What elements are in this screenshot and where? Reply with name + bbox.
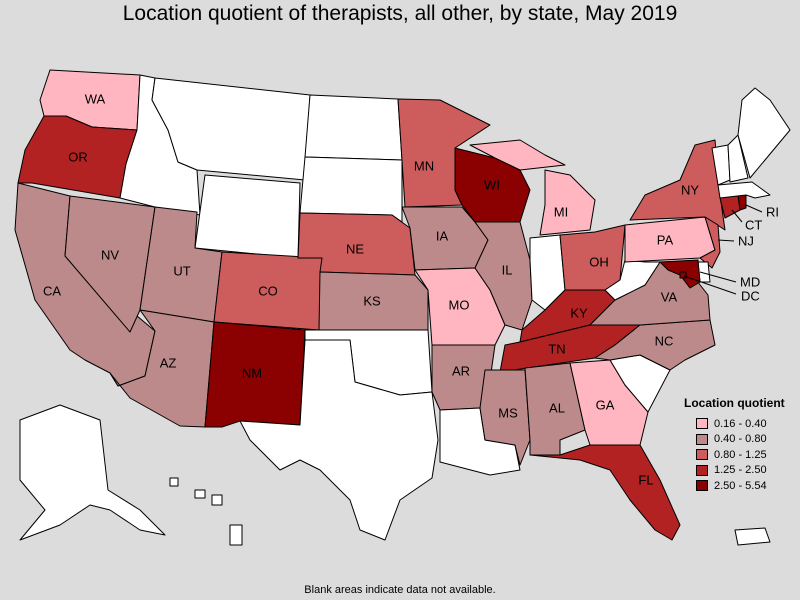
legend-label: 0.40 - 0.80: [714, 433, 767, 446]
state-label-co: CO: [258, 283, 278, 298]
state-label-fl: FL: [638, 472, 653, 487]
state-label-ms: MS: [498, 405, 518, 420]
state-nh: [727, 134, 749, 183]
legend-item: 0.80 - 1.25: [684, 447, 794, 463]
state-nc: [594, 319, 716, 371]
state-label-va: VA: [661, 289, 678, 304]
state-sd: [299, 156, 403, 223]
state-label-ne: NE: [346, 241, 364, 256]
map-title: Location quotient of therapists, all oth…: [122, 2, 678, 25]
state-il: [474, 221, 533, 331]
state-label-ky: KY: [570, 305, 588, 320]
state-label-nj: NJ: [738, 233, 754, 248]
state-label-ca: CA: [43, 283, 61, 298]
state-ma: [717, 181, 771, 199]
legend-item: 0.16 - 0.40: [684, 416, 794, 432]
legend-swatch: [696, 418, 708, 430]
legend-title: Location quotient: [684, 396, 785, 410]
state-nd: [304, 94, 403, 161]
state-ri: [737, 194, 747, 211]
state-label-nm: NM: [242, 365, 262, 380]
state-ak: [19, 404, 166, 541]
leader-line-ct: [731, 209, 743, 223]
state-wy: [194, 174, 301, 259]
state-label-ia: IA: [436, 228, 449, 243]
legend-label: 0.16 - 0.40: [714, 417, 767, 430]
state-label-mo: MO: [449, 297, 470, 312]
leader-line-ri: [745, 204, 763, 213]
state-tx: [239, 339, 439, 541]
state-hi: [169, 477, 243, 546]
leader-line-md: [699, 271, 737, 283]
legend-swatch: [696, 449, 708, 461]
state-label-or: OR: [68, 149, 88, 164]
state-label-md: MD: [740, 274, 760, 289]
state-label-az: AZ: [160, 355, 177, 370]
footnote: Blank areas indicate data not available.: [304, 584, 496, 596]
legend-label: 2.50 - 5.54: [714, 479, 767, 492]
state-label-ct: CT: [745, 217, 762, 232]
state-label-tn: TN: [548, 341, 565, 356]
legend-label: 0.80 - 1.25: [714, 448, 767, 461]
state-label-al: AL: [549, 400, 565, 415]
state-label-nv: NV: [101, 247, 119, 262]
state-label-ar: AR: [452, 363, 470, 378]
state-me: [737, 87, 791, 179]
state-label-wi: WI: [484, 177, 500, 192]
state-label-dc: DC: [741, 288, 760, 303]
state-fl: [529, 444, 681, 541]
leader-line-dc: [683, 275, 737, 295]
legend-item: 0.40 - 0.80: [684, 432, 794, 448]
state-label-ny: NY: [681, 182, 699, 197]
state-label-il: IL: [502, 262, 513, 277]
state-ny: [629, 139, 726, 231]
state-wv: [604, 259, 661, 301]
state-label-nc: NC: [655, 333, 674, 348]
legend-label: 1.25 - 2.50: [714, 464, 767, 477]
state-label-ga: GA: [596, 397, 615, 412]
state-label-pa: PA: [657, 232, 674, 247]
map-legend: Location quotient 0.16 - 0.40 0.40 - 0.80…: [684, 396, 794, 494]
state-label-mn: MN: [414, 158, 434, 173]
state-label-mi: MI: [554, 204, 568, 219]
state-pr: [734, 527, 771, 546]
legend-item: 2.50 - 5.54: [684, 478, 794, 494]
legend-swatch: [696, 480, 708, 492]
state-mi: [469, 139, 596, 236]
state-label-ut: UT: [173, 263, 190, 278]
legend-swatch: [696, 464, 708, 476]
leader-line-nj: [717, 239, 735, 242]
legend-item: 1.25 - 2.50: [684, 463, 794, 479]
state-label-wa: WA: [85, 91, 106, 106]
legend-swatch: [696, 433, 708, 445]
state-label-ks: KS: [363, 293, 381, 308]
state-nv: [64, 195, 156, 333]
state-label-ri: RI: [766, 204, 779, 219]
state-ks: [318, 271, 429, 331]
state-nj: [699, 216, 721, 269]
state-dc: [679, 271, 687, 279]
state-label-oh: OH: [589, 254, 609, 269]
